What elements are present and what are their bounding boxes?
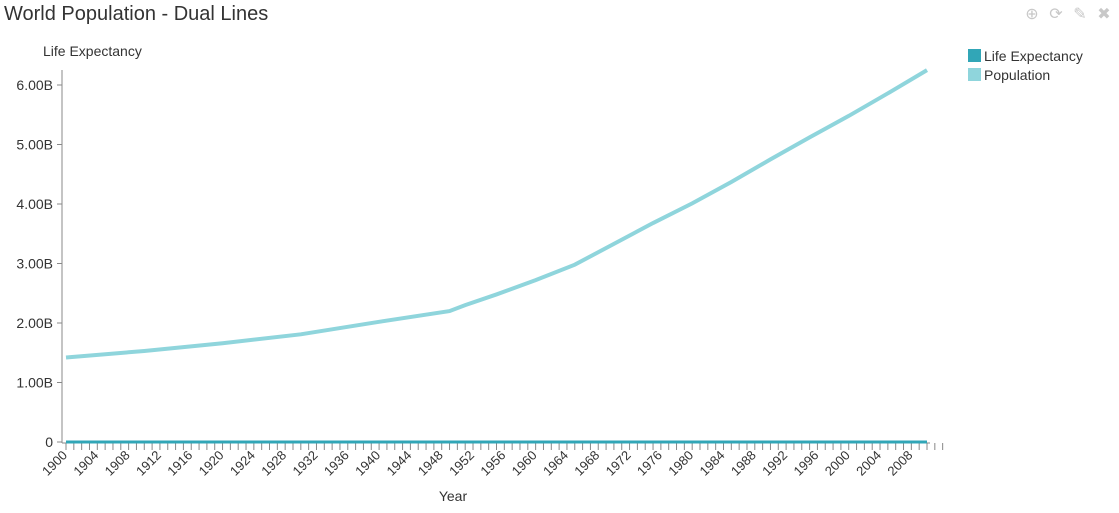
x-tick-label: 1916 — [164, 448, 195, 479]
x-tick-label: 2004 — [853, 448, 884, 479]
x-tick-label: 1904 — [70, 448, 101, 479]
x-tick-label: 1940 — [352, 448, 383, 479]
series-line-population — [65, 68, 929, 360]
y-tick-label: 6.00B — [16, 77, 53, 93]
close-icon[interactable]: ✖ — [1097, 6, 1111, 23]
x-tick-label: 1952 — [446, 448, 477, 479]
chart-title: World Population - Dual Lines — [4, 3, 269, 25]
x-tick-label: 2008 — [884, 448, 915, 479]
y-tick-label: 5.00B — [16, 137, 53, 153]
legend-swatch — [968, 49, 981, 62]
download-icon[interactable]: ⊕ — [1025, 6, 1039, 23]
toolbar: ⊕ ⟳ ✎ ✖ — [1025, 4, 1111, 24]
x-tick-label: 1932 — [290, 448, 321, 479]
x-tick-label: 1936 — [321, 448, 352, 479]
x-tick-label: 1984 — [697, 448, 728, 479]
y-tick-label: 0 — [45, 434, 53, 450]
x-tick-label: 1972 — [603, 448, 634, 479]
x-tick-label: 1912 — [133, 448, 164, 479]
legend-swatch — [968, 68, 981, 81]
pencil-icon[interactable]: ✎ — [1073, 6, 1087, 23]
x-tick-label: 1956 — [477, 448, 508, 479]
x-axis-label: Year — [439, 488, 468, 504]
y-tick-label: 3.00B — [16, 256, 53, 272]
refresh-icon[interactable]: ⟳ — [1049, 6, 1063, 23]
x-tick-label: 1976 — [634, 448, 665, 479]
y-axis-label: Life Expectancy — [43, 43, 142, 59]
legend-item-life-expectancy[interactable]: Life Expectancy — [968, 46, 1083, 65]
y-tick-label: 2.00B — [16, 315, 53, 331]
y-tick-label: 4.00B — [16, 196, 53, 212]
x-tick-label: 1924 — [227, 448, 258, 479]
x-tick-label: 1908 — [102, 448, 133, 479]
x-tick-label: 1992 — [759, 448, 790, 479]
x-tick-label: 1948 — [415, 448, 446, 479]
legend-item-population[interactable]: Population — [968, 65, 1083, 84]
y-tick-label: 1.00B — [16, 375, 53, 391]
x-tick-label: 1996 — [790, 448, 821, 479]
x-tick-label: 1944 — [383, 448, 414, 479]
x-tick-label: 1928 — [258, 448, 289, 479]
x-tick-label: 1968 — [571, 448, 602, 479]
x-tick-label: 1900 — [39, 448, 70, 479]
x-tick-label: 1980 — [665, 448, 696, 479]
x-tick-label: 1988 — [728, 448, 759, 479]
x-tick-label: 1920 — [196, 448, 227, 479]
x-tick-label: 1960 — [509, 448, 540, 479]
legend: Life Expectancy Population — [968, 46, 1083, 84]
x-tick-label: 2000 — [822, 448, 853, 479]
x-tick-label: 1964 — [540, 448, 571, 479]
